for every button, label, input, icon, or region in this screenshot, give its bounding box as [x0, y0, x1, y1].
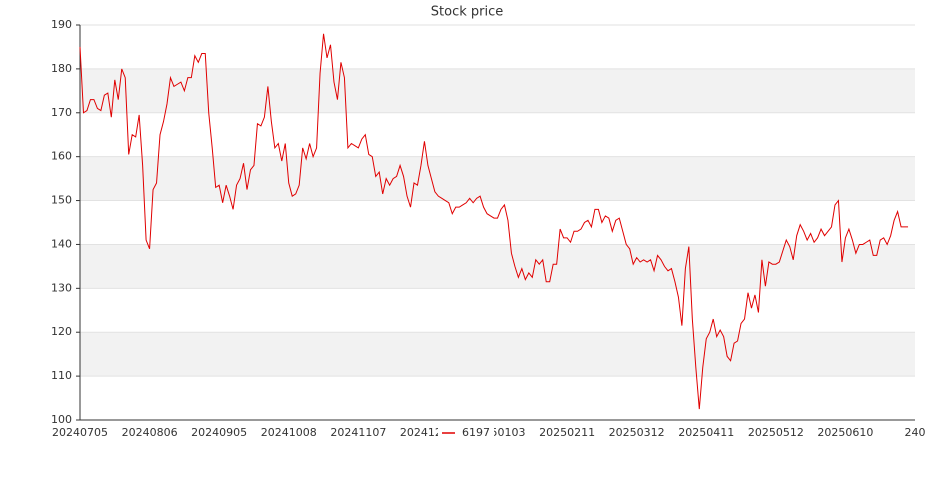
x-tick-label: 20241008	[261, 426, 317, 439]
legend-box	[438, 424, 494, 442]
legend-label: 6197	[462, 426, 490, 439]
grid-band	[80, 244, 915, 289]
chart-title: Stock price	[431, 5, 503, 20]
y-tick-label: 170	[51, 106, 72, 119]
grid-band	[80, 332, 915, 377]
y-tick-label: 120	[51, 325, 72, 338]
x-tick-label: 240	[905, 426, 926, 439]
grid-band	[80, 156, 915, 201]
x-tick-label: 20250512	[748, 426, 804, 439]
y-tick-label: 190	[51, 18, 72, 31]
x-tick-label: 20241107	[330, 426, 386, 439]
y-tick-label: 130	[51, 281, 72, 294]
price-line	[79, 33, 909, 410]
y-tick-label: 180	[51, 62, 72, 75]
y-tick-label: 160	[51, 150, 72, 163]
y-tick-label: 100	[51, 413, 72, 426]
grid-band	[80, 68, 915, 113]
x-tick-label: 20250610	[817, 426, 873, 439]
y-tick-label: 140	[51, 237, 72, 250]
x-tick-label: 20250211	[539, 426, 595, 439]
y-tick-label: 110	[51, 369, 72, 382]
x-tick-label: 20240905	[191, 426, 247, 439]
x-tick-label: 20250411	[678, 426, 734, 439]
x-tick-label: 20250312	[609, 426, 665, 439]
y-tick-label: 150	[51, 194, 72, 207]
x-tick-label: 20240806	[122, 426, 178, 439]
x-tick-label: 20240705	[52, 426, 108, 439]
